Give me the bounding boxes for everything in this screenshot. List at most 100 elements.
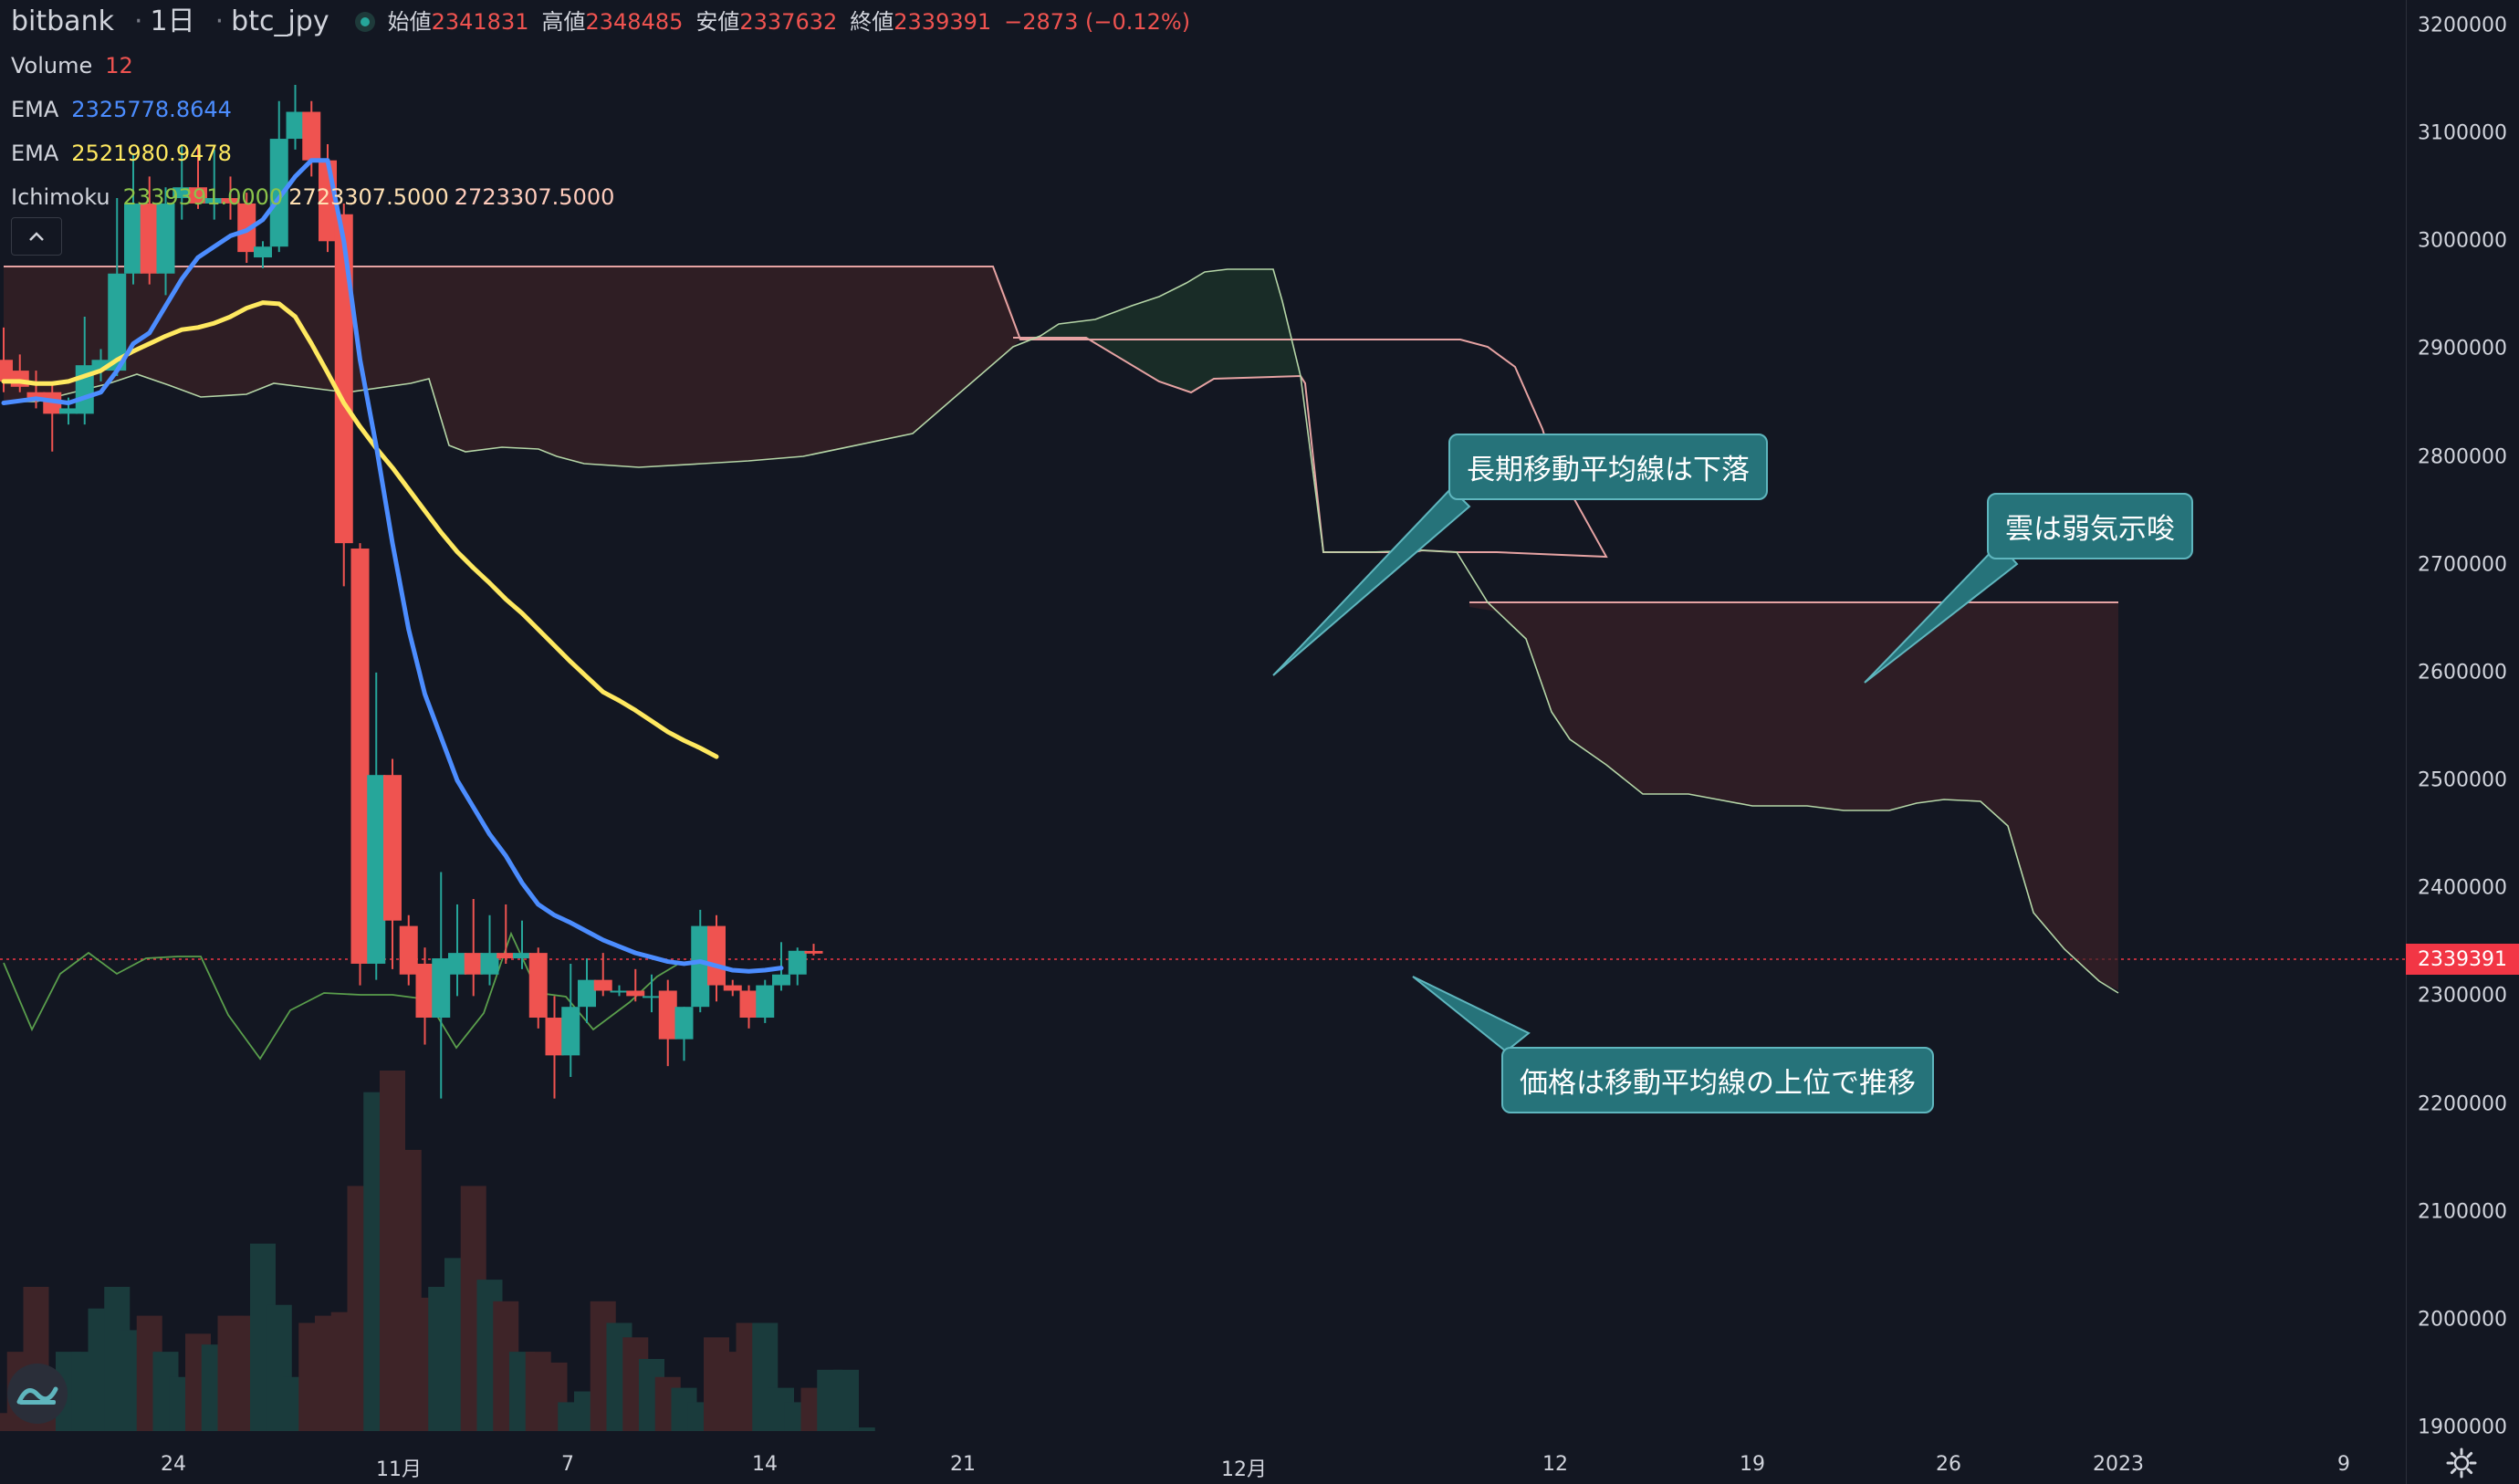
candle-body xyxy=(91,360,110,371)
candle-body xyxy=(383,775,402,921)
price-tick-label: 2200000 xyxy=(2418,1092,2507,1116)
candle-body xyxy=(448,953,466,975)
time-tick-label: 7 xyxy=(561,1453,574,1476)
ohlc-low-value: 2337632 xyxy=(739,9,838,35)
candle-body xyxy=(496,953,516,959)
candle-body xyxy=(334,214,353,544)
ichimoku-cloud xyxy=(3,266,2119,1061)
ohlc-open-label: 始値 xyxy=(387,9,432,35)
candle-body xyxy=(59,408,78,414)
current-price-tag: 2339391 xyxy=(2406,944,2519,975)
callout-pointer-long-ma xyxy=(1272,486,1471,676)
volume-legend[interactable]: Volume 12 xyxy=(11,44,1203,88)
ichimoku-value-3: 2723307.5000 xyxy=(454,184,615,210)
candle-body xyxy=(528,953,548,1019)
cloud-span-b-line xyxy=(4,268,2119,994)
candle-body xyxy=(140,203,159,274)
candle-body xyxy=(204,198,224,204)
ema-fast-line xyxy=(1,158,784,974)
gear-icon[interactable] xyxy=(2446,1447,2477,1479)
candle-body xyxy=(156,203,175,274)
candle-body xyxy=(415,963,434,1019)
volume-value: 12 xyxy=(105,53,133,78)
exchange-name[interactable]: bitbank xyxy=(11,5,114,37)
price-axis[interactable]: 3200000 3100000 3000000 2900000 2800000 27000… xyxy=(2406,0,2519,1484)
candle-body xyxy=(399,925,418,975)
candle-body xyxy=(723,985,742,991)
candle-body xyxy=(593,979,612,991)
candle-body xyxy=(350,549,370,964)
market-status-icon xyxy=(354,12,375,32)
candle-body xyxy=(432,958,451,1019)
ema-fast-value: 2325778.8644 xyxy=(71,97,232,122)
separator: · xyxy=(133,5,143,37)
candle-body xyxy=(0,360,13,381)
tradingview-logo-icon[interactable] xyxy=(7,1364,68,1424)
time-tick-label: 21 xyxy=(950,1453,976,1476)
time-axis[interactable]: 24 11月 7 14 21 12月 12 19 26 2023 9 xyxy=(0,1446,2406,1484)
candle-body xyxy=(578,979,596,1008)
ichimoku-value-1: 2339391.0000 xyxy=(122,184,284,210)
ema-slow-legend[interactable]: EMA 2521980.9478 xyxy=(11,131,1203,175)
price-tick-label: 2600000 xyxy=(2418,661,2507,685)
ema-slow-value: 2521980.9478 xyxy=(71,141,232,166)
ohlc-close-value: 2339391 xyxy=(894,9,992,35)
candle-body xyxy=(707,925,726,986)
interval[interactable]: 1日 xyxy=(150,5,195,37)
price-tick-label: 2700000 xyxy=(2418,553,2507,577)
ema-fast-legend[interactable]: EMA 2325778.8644 xyxy=(11,88,1203,131)
chart-legend: bitbank · 1日 · btc_jpy 始値 2341831 高値 234… xyxy=(11,0,1203,219)
time-tick-label: 11月 xyxy=(376,1458,422,1481)
ohlc-close-label: 終値 xyxy=(850,9,894,35)
ema-slow-label: EMA xyxy=(11,141,59,166)
candle-body xyxy=(269,139,288,247)
ema-lines xyxy=(1,158,784,974)
candle-body xyxy=(464,953,483,975)
time-tick-label: 2023 xyxy=(2093,1453,2144,1476)
candle-body xyxy=(658,990,677,1040)
callout-long-ma[interactable]: 長期移動平均線は下落 xyxy=(1448,434,1768,500)
candle-body xyxy=(561,1007,580,1056)
candle-body xyxy=(172,187,192,199)
price-tick-label: 3100000 xyxy=(2418,121,2507,145)
ichimoku-value-2: 2723307.5000 xyxy=(288,184,449,210)
candle-body xyxy=(480,953,499,975)
price-tick-label: 2900000 xyxy=(2418,337,2507,361)
candle-body xyxy=(302,111,321,161)
collapse-legend-button[interactable] xyxy=(11,217,62,256)
callout-pointers xyxy=(1272,486,2019,1053)
candle-body xyxy=(739,990,758,1019)
ema-slow-line xyxy=(1,300,719,759)
ohlc-high-value: 2348485 xyxy=(585,9,684,35)
cloud-bearish-area xyxy=(4,266,1020,467)
ichimoku-label: Ichimoku xyxy=(11,184,110,210)
candle-body xyxy=(756,985,775,1019)
price-tick-label: 2400000 xyxy=(2418,876,2507,900)
chevron-up-icon xyxy=(29,232,44,241)
time-tick-label: 26 xyxy=(1936,1453,1961,1476)
symbol-name[interactable]: btc_jpy xyxy=(231,5,329,37)
time-tick-label: 19 xyxy=(1740,1453,1765,1476)
ohlc-low-label: 安値 xyxy=(695,9,740,35)
candle-body xyxy=(674,1007,694,1040)
candle-body xyxy=(286,111,305,140)
price-tick-label: 2300000 xyxy=(2418,984,2507,1008)
price-tick-label: 2100000 xyxy=(2418,1200,2507,1224)
time-tick-label: 14 xyxy=(752,1453,778,1476)
candle-body xyxy=(804,950,823,954)
candles xyxy=(0,84,823,1099)
ohlc-change: −2873 (−0.12%) xyxy=(1004,9,1191,35)
candle-body xyxy=(513,953,531,959)
volume-bars xyxy=(0,1071,875,1431)
callout-price-above-ma[interactable]: 価格は移動平均線の上位で推移 xyxy=(1501,1047,1934,1113)
volume-bar xyxy=(833,1369,859,1431)
candle-body xyxy=(367,775,386,964)
volume-bar xyxy=(849,1427,875,1431)
callout-cloud[interactable]: 雲は弱気示唆 xyxy=(1987,493,2193,559)
ichimoku-legend[interactable]: Ichimoku 2339391.0000 2723307.5000 27233… xyxy=(11,175,1203,219)
candle-body xyxy=(108,273,127,371)
time-tick-label: 12月 xyxy=(1221,1458,1267,1481)
time-tick-label: 9 xyxy=(2337,1453,2350,1476)
ema-fast-label: EMA xyxy=(11,97,59,122)
